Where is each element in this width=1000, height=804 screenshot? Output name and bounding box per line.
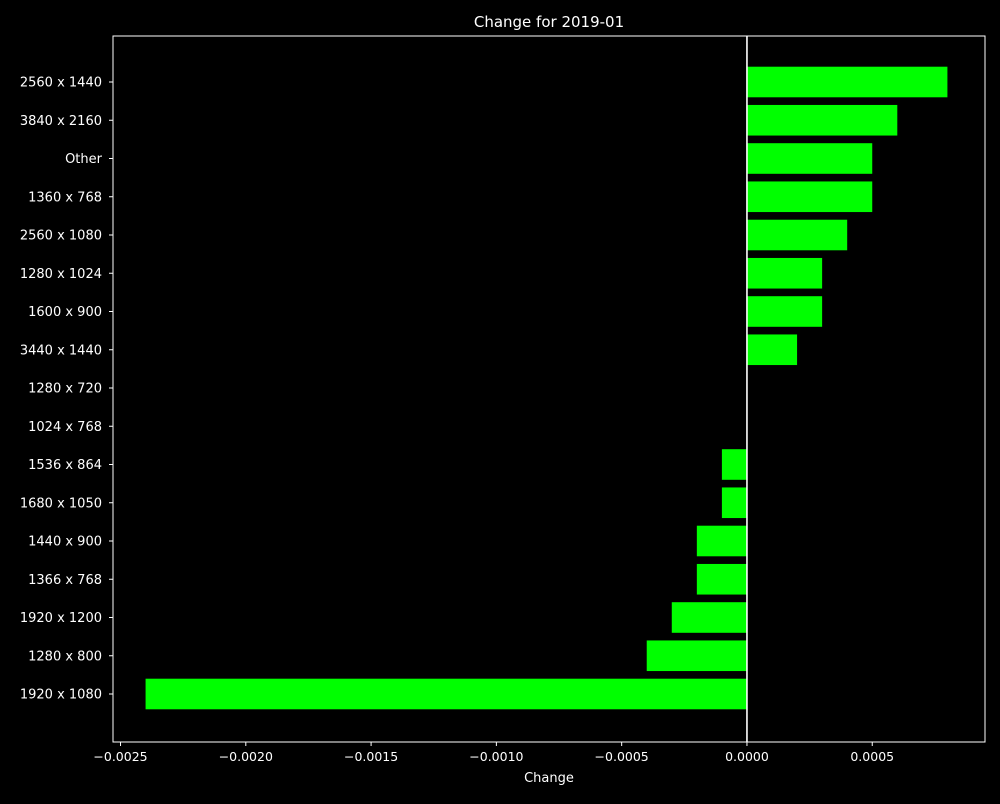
y-tick-label: 1280 x 800: [28, 649, 102, 664]
x-tick-label: −0.0010: [469, 749, 523, 764]
bar: [721, 487, 747, 519]
bar: [746, 104, 898, 136]
y-axis: 2560 x 1440 3840 x 2160 Other 1360 x 768 256…: [20, 76, 113, 703]
y-tick-label: 3840 x 2160: [20, 114, 102, 129]
y-tick-label: 1600 x 900: [28, 305, 102, 320]
y-tick-label: Other: [65, 152, 103, 167]
x-axis-label: Change: [524, 771, 574, 786]
bar: [746, 143, 873, 174]
bar: [746, 219, 848, 251]
x-tick-label: 0.0005: [850, 749, 894, 764]
bar: [721, 449, 747, 480]
y-tick-label: 1280 x 1024: [20, 267, 102, 282]
y-tick-label: 1536 x 864: [28, 458, 102, 473]
y-tick-label: 2560 x 1080: [20, 229, 102, 244]
bars-layer: [145, 66, 948, 710]
x-tick-label: −0.0005: [595, 749, 649, 764]
bar: [746, 257, 823, 289]
y-tick-label: 1360 x 768: [28, 190, 102, 205]
bar: [696, 525, 747, 557]
bar: [746, 296, 823, 327]
bar: [746, 334, 798, 366]
bar: [145, 678, 747, 710]
bar: [746, 66, 948, 98]
y-tick-label: 1024 x 768: [28, 420, 102, 435]
y-tick-label: 1440 x 900: [28, 535, 102, 550]
y-tick-label: 2560 x 1440: [20, 76, 102, 91]
x-tick-label: −0.0025: [93, 749, 147, 764]
x-axis: −0.0025 −0.0020 −0.0015 −0.0010 −0.0005 0.000…: [93, 742, 894, 764]
y-tick-label: 1920 x 1080: [20, 688, 102, 703]
x-tick-label: −0.0020: [219, 749, 273, 764]
y-tick-label: 1920 x 1200: [20, 611, 102, 626]
y-tick-label: 1366 x 768: [28, 573, 102, 588]
bar: [746, 181, 873, 213]
bar: [646, 640, 747, 672]
chart-title: Change for 2019-01: [474, 13, 624, 31]
bar: [696, 563, 747, 595]
plot-area-frame: [112, 35, 986, 743]
bar: [671, 602, 747, 633]
y-tick-label: 1280 x 720: [28, 382, 102, 397]
x-tick-label: −0.0015: [344, 749, 398, 764]
y-tick-label: 1680 x 1050: [20, 496, 102, 511]
y-tick-label: 3440 x 1440: [20, 343, 102, 358]
x-tick-label: 0.0000: [725, 749, 769, 764]
